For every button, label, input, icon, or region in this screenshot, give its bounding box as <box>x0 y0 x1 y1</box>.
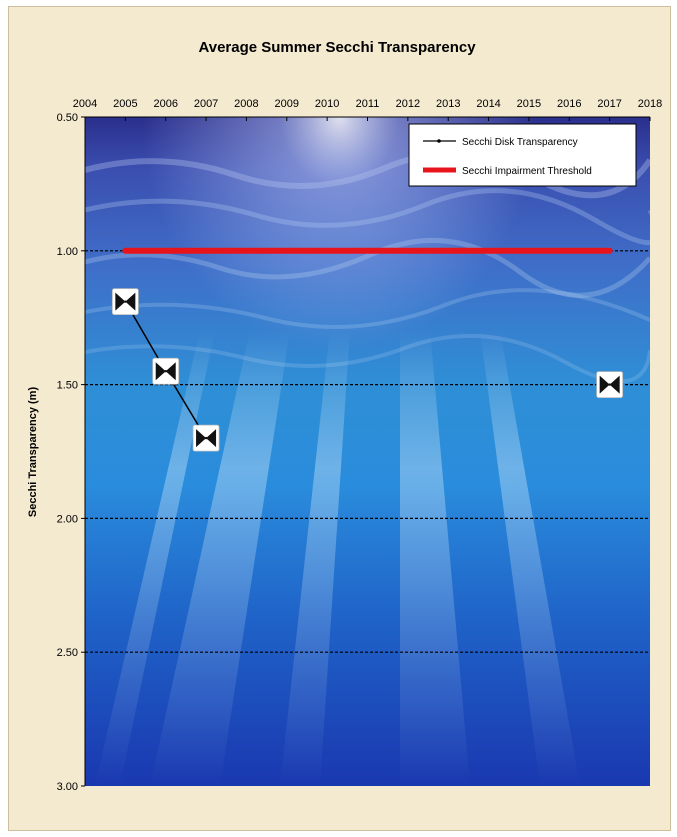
x-tick-label: 2018 <box>638 98 662 110</box>
x-tick-label: 2010 <box>315 98 339 110</box>
secchi-series <box>111 288 624 452</box>
x-tick-label: 2008 <box>234 98 258 110</box>
legend: Secchi Disk Transparency Secchi Impairme… <box>408 123 637 187</box>
water-texture <box>85 117 650 786</box>
y-tick-label: 0.50 <box>57 112 78 124</box>
secchi-disk-icon <box>192 424 220 452</box>
y-axis: 0.50 1.00 1.50 2.00 2.50 3.00 <box>57 112 85 793</box>
x-tick-label: 2013 <box>436 98 460 110</box>
y-tick-label: 2.50 <box>57 647 78 659</box>
secchi-disk-icon <box>111 288 139 316</box>
x-tick-label: 2004 <box>73 98 97 110</box>
y-tick-label: 2.00 <box>57 513 78 525</box>
legend-label-threshold: Secchi Impairment Threshold <box>462 166 592 177</box>
x-tick-label: 2006 <box>153 98 177 110</box>
y-tick-label: 3.00 <box>57 781 78 793</box>
x-tick-label: 2014 <box>476 98 500 110</box>
secchi-disk-icon <box>596 371 624 399</box>
x-tick-label: 2012 <box>396 98 420 110</box>
plot-area <box>84 116 650 786</box>
y-tick-label: 1.00 <box>57 246 78 258</box>
y-tick-label: 1.50 <box>57 380 78 392</box>
x-tick-label: 2016 <box>557 98 581 110</box>
legend-label-secchi: Secchi Disk Transparency <box>462 137 578 148</box>
x-tick-label: 2007 <box>194 98 218 110</box>
x-tick-label: 2009 <box>275 98 299 110</box>
legend-marker-secchi <box>437 139 441 143</box>
x-tick-label: 2017 <box>597 98 621 110</box>
y-axis-label: Secchi Transparency (m) <box>27 387 39 518</box>
chart-title: Average Summer Secchi Transparency <box>198 39 476 56</box>
legend-box <box>408 123 637 187</box>
x-axis: 2004 2005 2006 2007 2008 2009 2010 2011 2012 2013… <box>73 98 662 121</box>
x-tick-label: 2005 <box>113 98 137 110</box>
x-tick-label: 2015 <box>517 98 541 110</box>
x-tick-label: 2011 <box>356 98 380 110</box>
secchi-disk-icon <box>152 357 180 385</box>
